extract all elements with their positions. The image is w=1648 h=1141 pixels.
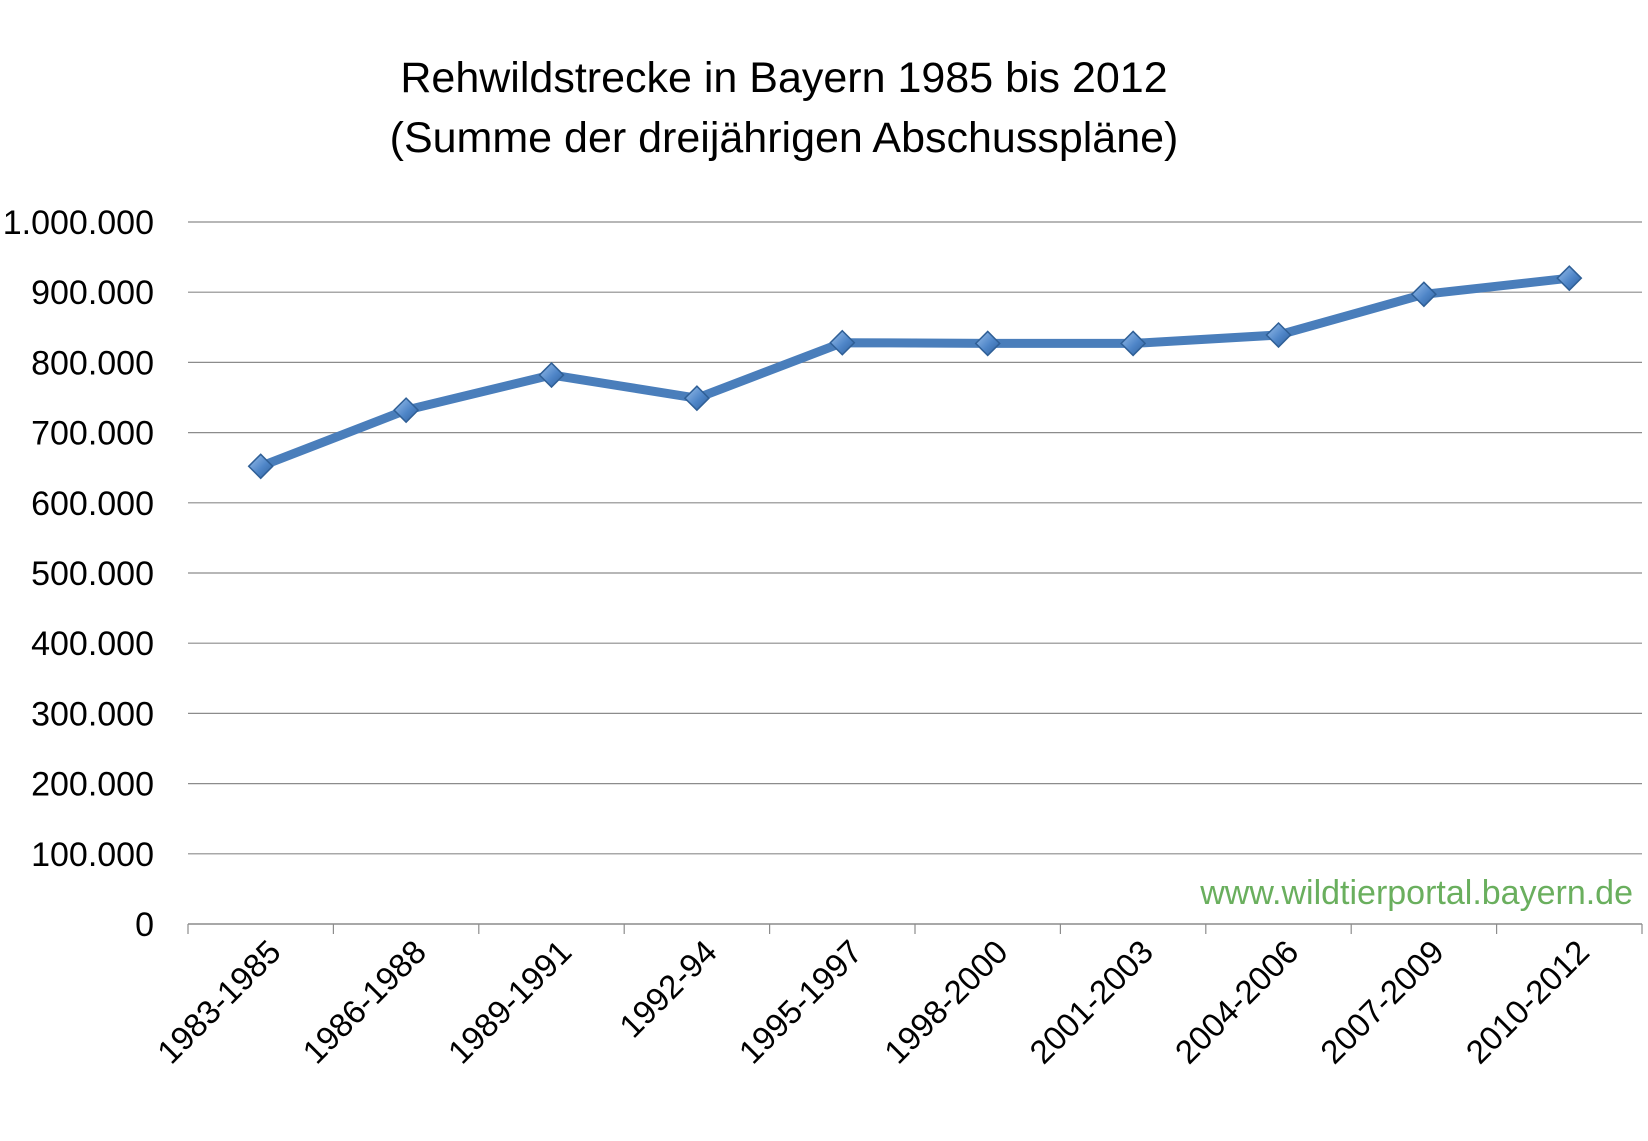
x-tick-label: 2004-2006 (1168, 933, 1306, 1071)
watermark-url: www.wildtierportal.bayern.de (1199, 874, 1633, 912)
data-point-marker (974, 330, 1001, 357)
x-axis-tick-labels: 1983-1985 1986-1988 1989-1991 1992-94 1995-1… (150, 933, 1596, 1071)
series-line-path (256, 273, 1574, 471)
data-point-marker (1265, 321, 1292, 349)
data-point-marker (538, 361, 565, 389)
x-tick-label: 2001-2003 (1022, 933, 1160, 1071)
y-tick-label: 300.000 (31, 695, 154, 733)
data-point-marker (1556, 265, 1583, 292)
x-axis (187, 923, 1643, 934)
y-axis-tick-labels: 0 100.000 200.000 300.000 400.000 500.000 600.… (3, 204, 154, 944)
series-markers (247, 265, 1583, 480)
y-tick-label: 500.000 (31, 555, 154, 593)
y-tick-label: 800.000 (31, 344, 154, 382)
y-tick-label: 600.000 (31, 485, 154, 523)
data-point-marker (393, 397, 420, 424)
x-tick-label: 1995-1997 (731, 933, 869, 1071)
y-tick-label: 100.000 (31, 836, 154, 874)
x-tick-label: 1992-94 (612, 933, 724, 1045)
x-tick-label: 2010-2012 (1458, 933, 1596, 1071)
y-tick-label: 400.000 (31, 625, 154, 663)
data-point-marker (1410, 281, 1437, 308)
data-point-marker (247, 453, 274, 480)
data-point-marker (1120, 330, 1147, 357)
x-tick-label: 1983-1985 (150, 933, 288, 1071)
x-tick-label: 1986-1988 (295, 933, 433, 1071)
chart-title: Rehwildstrecke in Bayern 1985 bis 2012 (400, 54, 1167, 102)
gridlines (188, 221, 1642, 855)
x-tick-label: 1998-2000 (877, 933, 1015, 1071)
data-point-marker (829, 329, 856, 356)
y-tick-label: 700.000 (31, 415, 154, 453)
y-tick-label: 0 (135, 906, 154, 944)
series-line (256, 273, 1574, 471)
x-tick-label: 2007-2009 (1313, 933, 1451, 1071)
y-tick-label: 900.000 (31, 274, 154, 312)
data-point-marker (683, 385, 710, 412)
x-tick-label: 1989-1991 (441, 933, 579, 1071)
y-tick-label: 200.000 (31, 766, 154, 804)
chart-subtitle: (Summe der dreijährigen Abschusspläne) (390, 114, 1179, 162)
y-tick-label: 1.000.000 (3, 204, 154, 242)
